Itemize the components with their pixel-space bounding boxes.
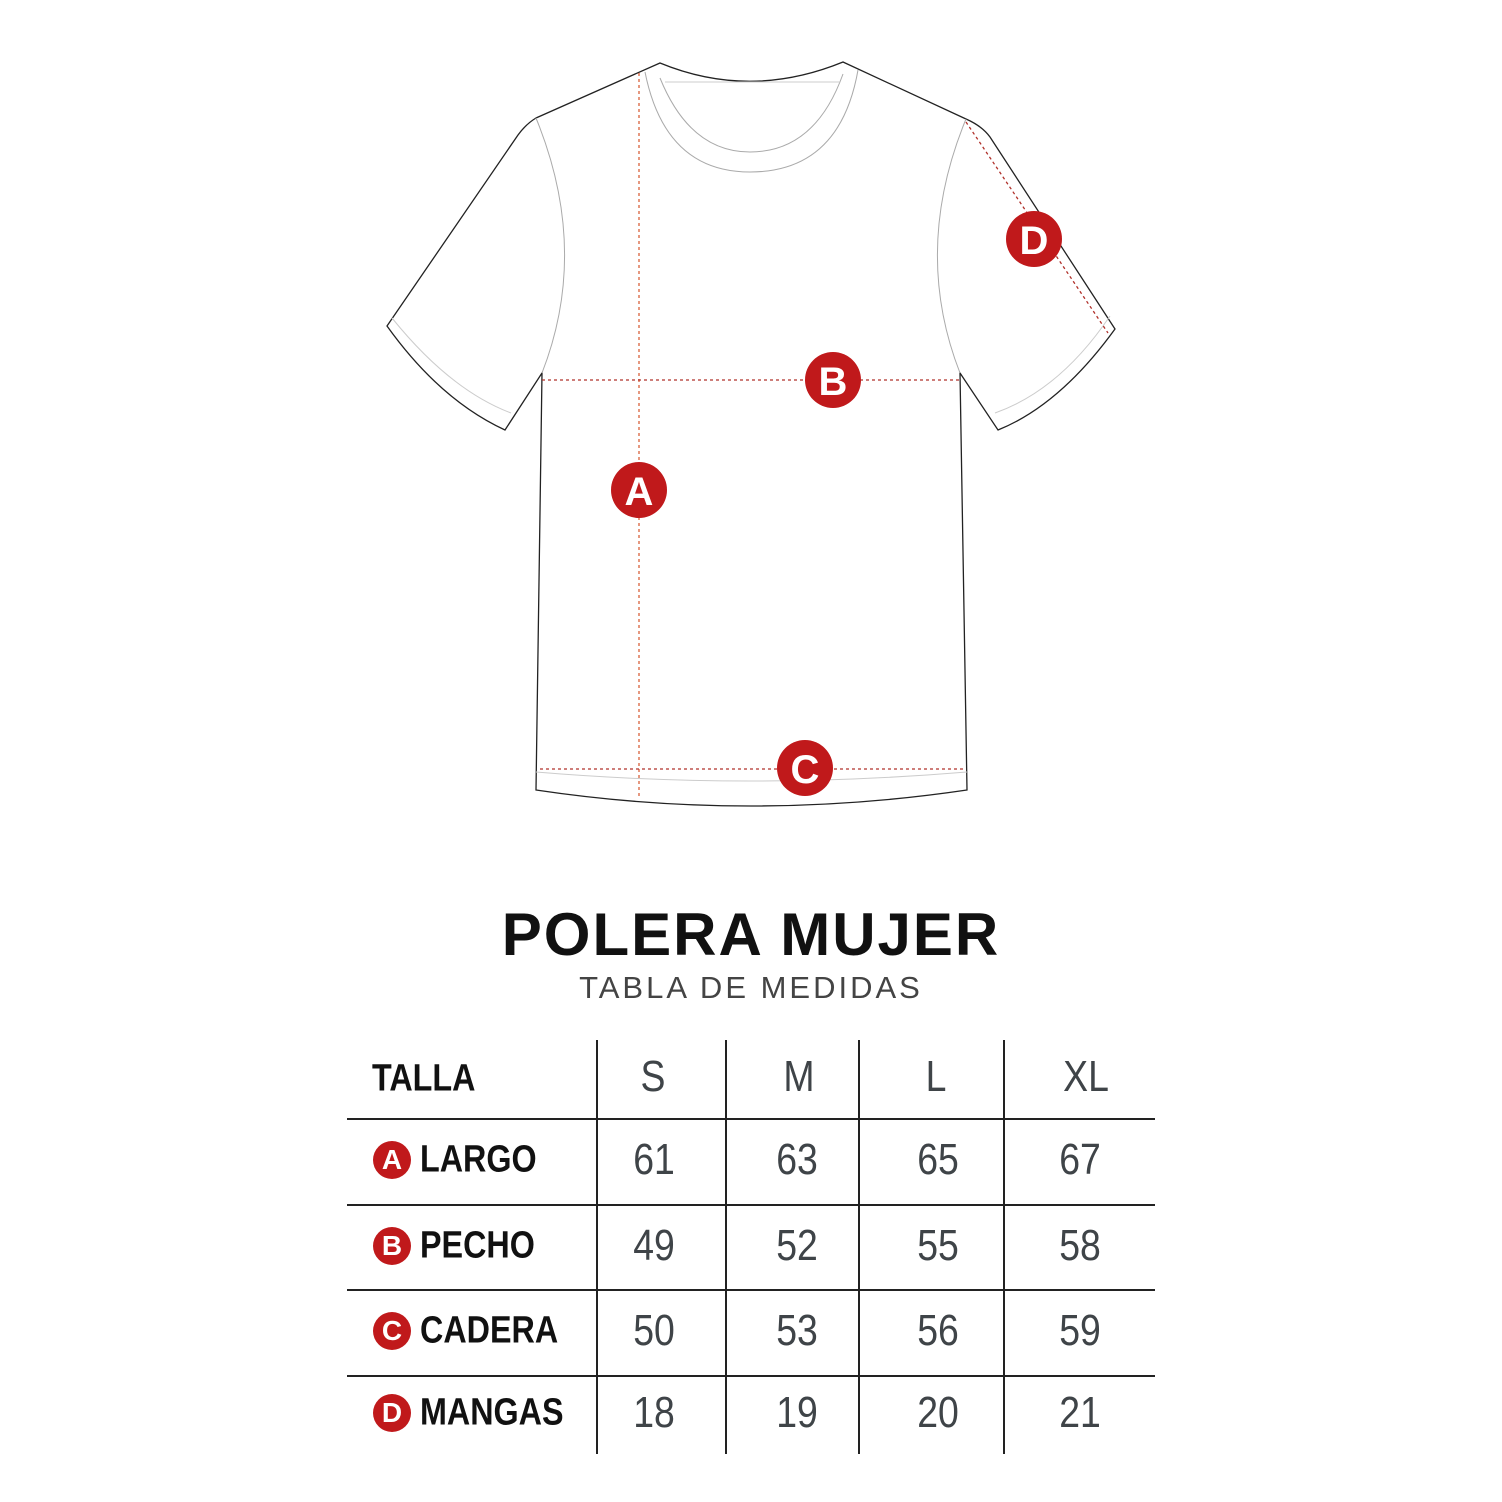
badge-c: C — [373, 1312, 411, 1350]
table-cell: 65 — [917, 1135, 959, 1184]
size-s: S — [640, 1052, 666, 1101]
tshirt-diagram: A B C D — [386, 61, 1116, 807]
table-cell: 55 — [917, 1221, 959, 1270]
marker-a: A — [611, 462, 667, 518]
table-cell: 61 — [633, 1135, 675, 1184]
svg-text:C: C — [791, 748, 820, 792]
column-divider — [596, 1040, 598, 1454]
row-label: MANGAS — [420, 1391, 564, 1434]
badge-a: A — [373, 1141, 411, 1179]
row-divider — [347, 1118, 1155, 1120]
marker-d: D — [1006, 211, 1062, 267]
badge-d: D — [373, 1394, 411, 1432]
page-subtitle: TABLA DE MEDIDAS — [579, 970, 923, 1005]
size-xl: XL — [1063, 1052, 1109, 1101]
marker-b: B — [805, 352, 861, 408]
table-cell: 49 — [633, 1221, 675, 1270]
measurement-lines — [540, 73, 1109, 797]
page-title: POLERA MUJER — [501, 901, 1001, 968]
table-cell: 59 — [1059, 1306, 1101, 1355]
column-divider — [725, 1040, 727, 1454]
column-divider — [858, 1040, 860, 1454]
row-label: LARGO — [420, 1138, 537, 1181]
table-cell: 56 — [917, 1306, 959, 1355]
tshirt-seams — [391, 69, 1111, 782]
row-divider — [347, 1204, 1155, 1206]
table-cell: 21 — [1059, 1388, 1101, 1437]
row-label: PECHO — [420, 1224, 535, 1267]
size-m: M — [783, 1052, 815, 1101]
table-cell: 67 — [1059, 1135, 1101, 1184]
table-cell: 52 — [776, 1221, 818, 1270]
table-cell: 18 — [633, 1388, 675, 1437]
table-cell: 20 — [917, 1388, 959, 1437]
size-l: L — [925, 1052, 947, 1101]
row-divider — [347, 1289, 1155, 1291]
row-divider — [347, 1375, 1155, 1377]
row-label: CADERA — [420, 1309, 559, 1352]
svg-text:B: B — [819, 360, 848, 404]
column-divider — [1003, 1040, 1005, 1454]
table-cell: 50 — [633, 1306, 675, 1355]
badge-b: B — [373, 1227, 411, 1265]
tshirt-outline — [386, 61, 1116, 807]
marker-c: C — [777, 740, 833, 796]
table-cell: 19 — [776, 1388, 818, 1437]
svg-text:A: A — [625, 470, 654, 514]
header-label: TALLA — [372, 1057, 476, 1100]
table-cell: 53 — [776, 1306, 818, 1355]
svg-text:D: D — [1020, 219, 1049, 263]
table-cell: 58 — [1059, 1221, 1101, 1270]
table-cell: 63 — [776, 1135, 818, 1184]
